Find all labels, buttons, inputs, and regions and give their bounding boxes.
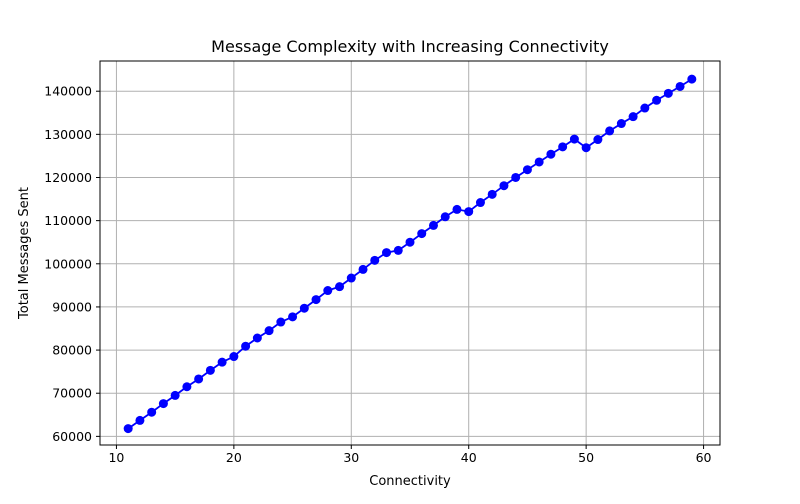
y-tick-label: 90000 [52, 299, 92, 314]
data-point [299, 303, 309, 313]
data-series [123, 74, 697, 434]
axis-ticks: 10 20 30 40 50 60 60000 70000 80000 90000 100000 11… [44, 84, 711, 465]
data-point [522, 165, 532, 175]
data-point [194, 374, 204, 384]
data-point [605, 126, 615, 136]
data-point [499, 181, 509, 191]
x-tick-label: 10 [108, 450, 124, 465]
x-axis-label: Connectivity [369, 474, 451, 489]
data-point [640, 103, 650, 113]
data-point [252, 333, 262, 343]
chart-title: Message Complexity with Increasing Conne… [211, 37, 609, 56]
data-point [616, 119, 626, 129]
data-point [393, 245, 403, 255]
x-tick-label: 60 [696, 450, 712, 465]
data-point [440, 212, 450, 222]
data-point [170, 390, 180, 400]
data-point [581, 143, 591, 153]
data-point [135, 415, 145, 425]
data-point [569, 134, 579, 144]
data-point [452, 204, 462, 214]
data-point [205, 365, 215, 375]
y-tick-label: 130000 [44, 127, 92, 142]
data-point [276, 317, 286, 327]
data-point [593, 135, 603, 145]
data-point [558, 142, 568, 152]
data-point [687, 74, 697, 84]
y-tick-label: 80000 [52, 343, 92, 358]
data-point [335, 282, 345, 292]
grid-lines [100, 61, 720, 445]
data-point [358, 264, 368, 274]
x-tick-label: 40 [461, 450, 477, 465]
data-point [464, 207, 474, 217]
data-point [628, 112, 638, 122]
data-point [546, 149, 556, 159]
data-point [346, 273, 356, 283]
x-tick-label: 50 [578, 450, 594, 465]
y-tick-label: 70000 [52, 386, 92, 401]
y-tick-label: 140000 [44, 84, 92, 99]
data-point [123, 424, 133, 434]
data-point [382, 248, 392, 258]
data-point [534, 157, 544, 167]
data-point [147, 407, 157, 417]
y-tick-label: 120000 [44, 170, 92, 185]
data-point [229, 352, 239, 362]
data-point [428, 220, 438, 230]
data-point [652, 95, 662, 105]
data-point [158, 399, 168, 409]
data-point [417, 229, 427, 239]
data-point [264, 326, 274, 336]
data-point [217, 357, 227, 367]
y-tick-label: 60000 [52, 429, 92, 444]
y-tick-label: 100000 [44, 256, 92, 271]
data-point [370, 255, 380, 265]
data-point [323, 286, 333, 296]
data-point [663, 88, 673, 98]
data-point [241, 341, 251, 351]
data-point [182, 382, 192, 392]
plot-area-frame [99, 60, 721, 446]
data-point [405, 237, 415, 247]
data-point [288, 312, 298, 322]
data-point [487, 189, 497, 199]
data-point [511, 172, 521, 182]
x-tick-label: 30 [343, 450, 359, 465]
y-tick-label: 110000 [44, 213, 92, 228]
data-point [675, 81, 685, 91]
data-point [475, 198, 485, 208]
data-point [311, 295, 321, 305]
x-tick-label: 20 [226, 450, 242, 465]
y-axis-label: Total Messages Sent [17, 187, 32, 320]
